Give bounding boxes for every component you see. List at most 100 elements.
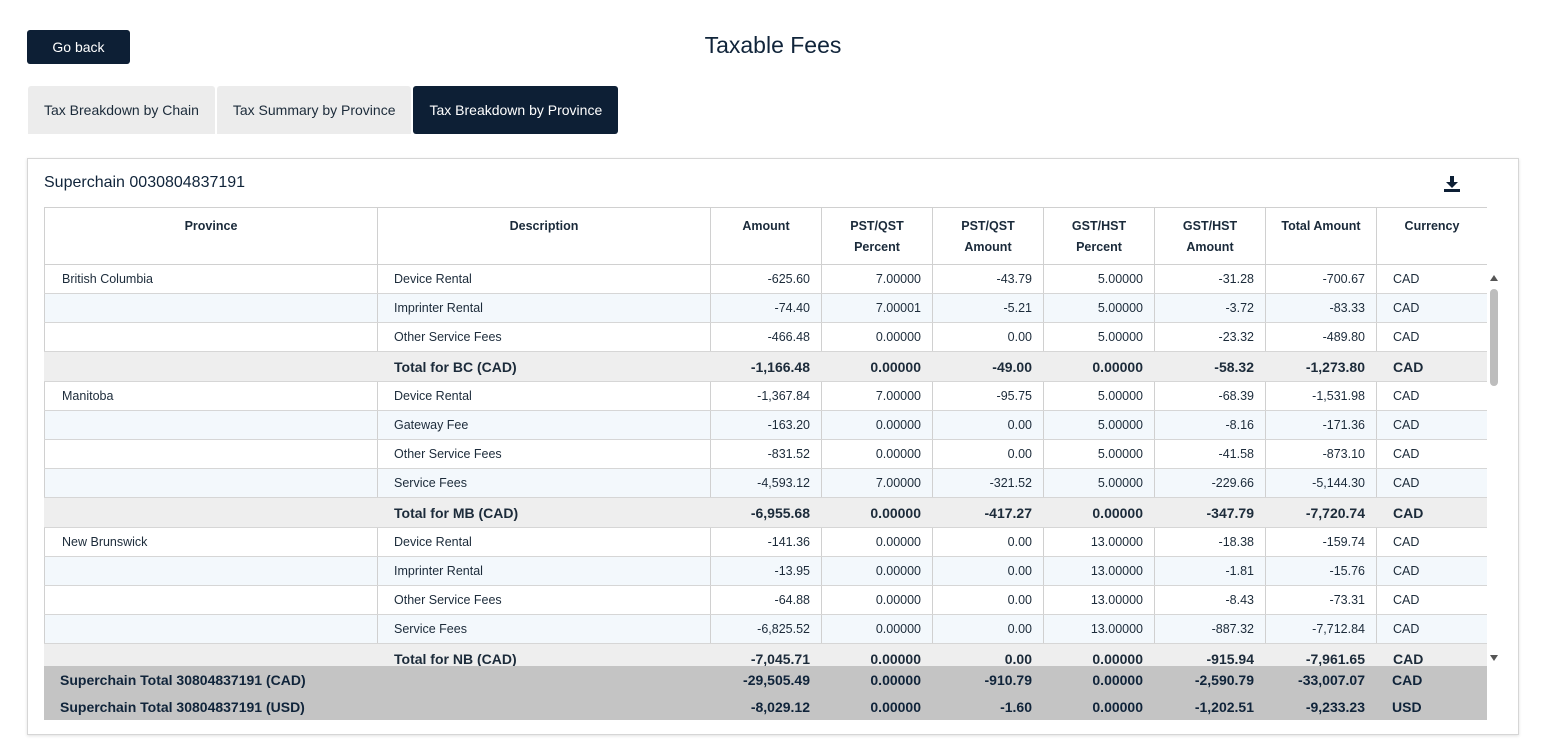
cell-province: Manitoba [44, 381, 378, 411]
tab-tax-breakdown-by-province[interactable]: Tax Breakdown by Province [413, 86, 619, 134]
cell-pst-pct: 7.00001 [821, 293, 933, 323]
table-row: Gateway Fee -163.20 0.00000 0.00 5.00000 -8.1… [44, 410, 1487, 440]
table-row: Other Service Fees -831.52 0.00000 0.00 5.00… [44, 439, 1487, 469]
cell-total: -159.74 [1265, 527, 1377, 557]
col-header-gst-percent[interactable]: GST/HST Percent [1043, 207, 1155, 265]
cell-gst-amt: -8.43 [1154, 585, 1266, 615]
col-header-total-amount[interactable]: Total Amount [1265, 207, 1377, 265]
superchain-total-amount: -29,505.49 [743, 671, 810, 688]
cell-currency: CAD [1376, 351, 1487, 382]
cell-amount: -466.48 [710, 322, 822, 352]
superchain-total-pst-amt: -1.60 [1000, 698, 1032, 715]
cell-amount: -74.40 [710, 293, 822, 323]
table-row: Service Fees -6,825.52 0.00000 0.00 13.00000… [44, 614, 1487, 644]
go-back-button[interactable]: Go back [27, 30, 130, 64]
superchain-total-gst-amt: -2,590.79 [1194, 671, 1254, 688]
table-scrollbar[interactable] [1488, 271, 1500, 661]
col-header-description[interactable]: Description [377, 207, 711, 265]
cell-gst-amt: -347.79 [1154, 497, 1266, 528]
cell-province [44, 585, 378, 615]
cell-total: -873.10 [1265, 439, 1377, 469]
cell-gst-pct: 5.00000 [1043, 381, 1155, 411]
cell-currency: CAD [1376, 585, 1487, 615]
cell-province [44, 614, 378, 644]
superchain-total-currency: CAD [1392, 671, 1423, 688]
cell-pst-pct: 0.00000 [821, 322, 933, 352]
cell-amount: -625.60 [710, 264, 822, 294]
cell-pst-pct: 0.00000 [821, 497, 933, 528]
col-header-currency[interactable]: Currency [1376, 207, 1487, 265]
cell-currency: CAD [1376, 410, 1487, 440]
col-header-pst-amount[interactable]: PST/QST Amount [932, 207, 1044, 265]
cell-province [44, 497, 378, 528]
col-header-pst-percent[interactable]: PST/QST Percent [821, 207, 933, 265]
cell-pst-amt: -43.79 [932, 264, 1044, 294]
cell-amount: -831.52 [710, 439, 822, 469]
cell-total: -5,144.30 [1265, 468, 1377, 498]
cell-pst-amt: 0.00 [932, 585, 1044, 615]
cell-description: Total for BC (CAD) [377, 351, 711, 382]
table-row: Other Service Fees -466.48 0.00000 0.00 5.00… [44, 322, 1487, 352]
cell-amount: -1,166.48 [710, 351, 822, 382]
cell-gst-pct: 13.00000 [1043, 614, 1155, 644]
cell-total: -15.76 [1265, 556, 1377, 586]
cell-gst-amt: -68.39 [1154, 381, 1266, 411]
table-row: Service Fees -4,593.12 7.00000 -321.52 5.000… [44, 468, 1487, 498]
cell-gst-pct: 13.00000 [1043, 585, 1155, 615]
col-header-gst-amount[interactable]: GST/HST Amount [1154, 207, 1266, 265]
cell-gst-pct: 5.00000 [1043, 293, 1155, 323]
province-total-row: Total for BC (CAD) -1,166.48 0.00000 -49.00… [44, 351, 1487, 382]
cell-total: -1,531.98 [1265, 381, 1377, 411]
cell-province [44, 293, 378, 323]
cell-amount: -4,593.12 [710, 468, 822, 498]
cell-pst-amt: -95.75 [932, 381, 1044, 411]
col-header-province[interactable]: Province [44, 207, 378, 265]
download-icon[interactable] [1442, 174, 1462, 194]
cell-currency: CAD [1376, 468, 1487, 498]
table-row: Other Service Fees -64.88 0.00000 0.00 13.00… [44, 585, 1487, 615]
cell-currency: CAD [1376, 556, 1487, 586]
cell-description: Device Rental [377, 527, 711, 557]
cell-gst-pct: 13.00000 [1043, 527, 1155, 557]
tab-tax-breakdown-by-chain[interactable]: Tax Breakdown by Chain [28, 86, 215, 134]
table-row: British Columbia Device Rental -625.60 7.00… [44, 264, 1487, 294]
cell-gst-pct: 13.00000 [1043, 556, 1155, 586]
scroll-up-arrow-icon[interactable] [1490, 275, 1498, 281]
cell-currency: CAD [1376, 381, 1487, 411]
cell-pst-pct: 0.00000 [821, 585, 933, 615]
superchain-total-row: Superchain Total 30804837191 (USD) -8,029… [44, 693, 1487, 720]
cell-pst-pct: 7.00000 [821, 468, 933, 498]
cell-province: British Columbia [44, 264, 378, 294]
cell-pst-amt: 0.00 [932, 556, 1044, 586]
superchain-total-pst-pct: 0.00000 [870, 671, 921, 688]
cell-total: -73.31 [1265, 585, 1377, 615]
scroll-thumb[interactable] [1490, 289, 1498, 386]
cell-description: Device Rental [377, 381, 711, 411]
tax-table-scroll[interactable]: Province Description Amount PST/QST Perce… [44, 207, 1487, 717]
tab-tax-summary-by-province[interactable]: Tax Summary by Province [216, 86, 412, 134]
superchain-total-label: Superchain Total 30804837191 (CAD) [60, 671, 306, 688]
cell-province [44, 351, 378, 382]
cell-gst-pct: 0.00000 [1043, 497, 1155, 528]
cell-gst-pct: 0.00000 [1043, 351, 1155, 382]
superchain-total-gst-amt: -1,202.51 [1194, 698, 1254, 715]
table-row: Manitoba Device Rental -1,367.84 7.00000 -95… [44, 381, 1487, 411]
cell-gst-amt: -41.58 [1154, 439, 1266, 469]
col-header-amount[interactable]: Amount [710, 207, 822, 265]
scroll-down-arrow-icon[interactable] [1490, 655, 1498, 661]
superchain-total-gst-pct: 0.00000 [1092, 671, 1143, 688]
cell-description: Gateway Fee [377, 410, 711, 440]
cell-description: Other Service Fees [377, 322, 711, 352]
superchain-panel: Superchain 0030804837191 Province Descri… [27, 158, 1519, 735]
cell-province: New Brunswick [44, 527, 378, 557]
tab-bar: Tax Breakdown by Chain Tax Summary by Pr… [28, 86, 619, 134]
cell-gst-pct: 5.00000 [1043, 468, 1155, 498]
superchain-total-label: Superchain Total 30804837191 (USD) [60, 698, 305, 715]
province-total-row: Total for MB (CAD) -6,955.68 0.00000 -417.2… [44, 497, 1487, 528]
cell-pst-amt: -5.21 [932, 293, 1044, 323]
cell-gst-pct: 5.00000 [1043, 264, 1155, 294]
grand-totals: Superchain Total 30804837191 (CAD) -29,50… [44, 666, 1487, 720]
cell-province [44, 556, 378, 586]
cell-description: Device Rental [377, 264, 711, 294]
cell-gst-amt: -8.16 [1154, 410, 1266, 440]
